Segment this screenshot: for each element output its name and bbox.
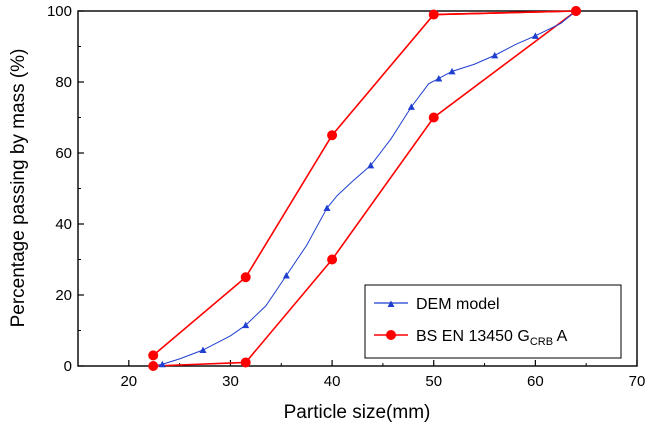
dem-model-point — [323, 204, 331, 212]
dem-model-point — [448, 67, 456, 75]
bs-en-upper-point — [148, 350, 159, 361]
dem-model-point — [367, 161, 375, 169]
legend-box — [364, 284, 622, 359]
dem-model-line — [153, 10, 577, 367]
dem-model-point — [199, 346, 207, 354]
y-tick-label: 60 — [55, 145, 72, 162]
dem-model-point — [242, 321, 250, 329]
bs-en-lower-point — [428, 112, 439, 123]
x-tick-label: 70 — [629, 373, 646, 390]
y-axis: 0 20 40 60 80 100 — [47, 3, 84, 375]
bs-en-lower-point — [327, 254, 338, 265]
x-tick-label: 20 — [120, 373, 137, 390]
dem-model-point — [158, 360, 166, 368]
x-tick-label: 50 — [425, 373, 442, 390]
legend-label-bs: BS EN 13450 GCRB A — [416, 328, 568, 348]
x-tick-label: 40 — [324, 373, 341, 390]
bs-en-upper-point — [327, 130, 338, 141]
dem-model-point — [531, 32, 539, 39]
x-axis: 20 30 40 50 60 70 — [77, 360, 646, 390]
x-tick-label: 30 — [222, 373, 239, 390]
bs-en-lower-point — [148, 361, 159, 371]
bs-en-upper-point — [571, 6, 582, 16]
y-axis-title: Percentage passing by mass (%) — [8, 49, 29, 328]
y-tick-label: 20 — [55, 287, 72, 304]
y-tick-label: 40 — [55, 216, 72, 233]
x-tick-label: 60 — [527, 373, 544, 390]
bs-en-upper-point — [428, 9, 439, 20]
dem-model-point — [435, 74, 443, 82]
legend-label-dem: DEM model — [416, 296, 500, 313]
y-tick-label: 100 — [47, 3, 72, 20]
series-layer — [148, 6, 582, 371]
legend-marker-dem — [387, 300, 395, 307]
dem-model-point — [407, 103, 415, 110]
x-axis-title: Particle size(mm) — [284, 402, 431, 423]
legend: DEM model BS EN 13450 GCRB A — [364, 284, 622, 359]
legend-marker-bs — [386, 330, 396, 340]
bs-en-upper-point — [240, 272, 251, 283]
bs-en-top-segment — [433, 10, 577, 16]
dem-model-point — [491, 51, 499, 59]
y-tick-label: 80 — [55, 74, 72, 91]
dem-model-point — [282, 271, 290, 279]
bs-en-lower-point — [240, 357, 251, 368]
y-tick-label: 0 — [64, 358, 72, 375]
